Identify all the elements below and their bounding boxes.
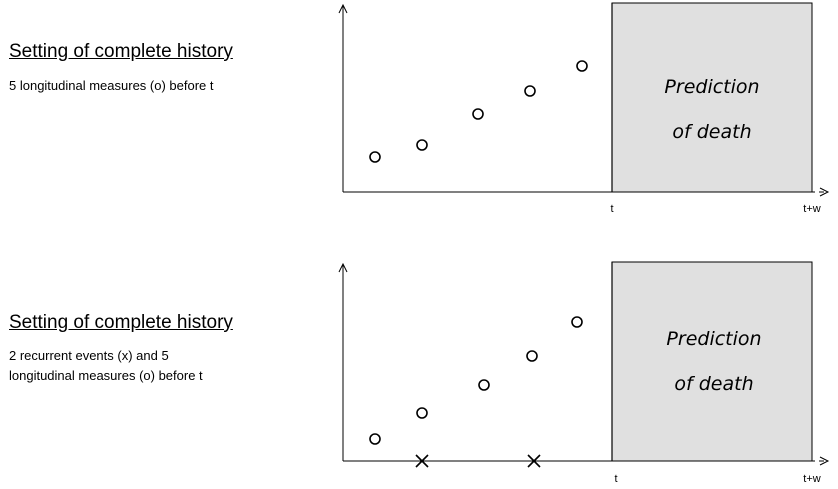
panel-1-y-axis-arrow	[338, 3, 348, 14]
panel-2-prediction-line: of death	[674, 373, 753, 395]
panel-2-description-line: 2 recurrent events (x) and 5	[9, 348, 169, 363]
panel-1-prediction-line: Prediction	[664, 76, 759, 98]
panel-1-longitudinal-measure	[416, 139, 428, 151]
panel-1-longitudinal-measure	[472, 108, 484, 120]
panel-2-t-label: t	[614, 473, 617, 485]
panel-2-recurrent-event	[415, 454, 429, 468]
panel-1-plot: t t+w Prediction of death	[338, 2, 830, 215]
panel-2-description: 2 recurrent events (x) and 5 longitudina…	[9, 346, 203, 386]
panel-2-x-axis-arrow	[819, 456, 830, 466]
panel-2-prediction-window	[611, 261, 813, 462]
panel-2-title: Setting of complete history	[9, 312, 233, 333]
panel-1-title: Setting of complete history	[9, 41, 233, 62]
panel-2-longitudinal-measure	[571, 316, 583, 328]
panel-2-prediction-line: Prediction	[666, 328, 761, 350]
panel-1-description-line: 5 longitudinal measures (o) before t	[9, 78, 214, 93]
panel-2-longitudinal-measure	[478, 379, 490, 391]
panel-2-longitudinal-measure	[369, 433, 381, 445]
panel-2-longitudinal-measure	[526, 350, 538, 362]
panel-1-longitudinal-measure	[576, 60, 588, 72]
panel-1-tw-label: t+w	[803, 203, 820, 215]
panel-1-longitudinal-measure	[524, 85, 536, 97]
panel-1-longitudinal-measure	[369, 151, 381, 163]
panel-2-plot: t t+w Prediction of death	[338, 261, 830, 485]
panel-1-t-label: t	[610, 203, 613, 215]
panel-1-description: 5 longitudinal measures (o) before t	[9, 76, 214, 96]
panel-2-recurrent-event	[527, 454, 541, 468]
panel-1-x-axis-arrow	[819, 187, 830, 197]
panel-2-y-axis-arrow	[338, 262, 348, 273]
panel-2-tw-label: t+w	[803, 473, 820, 485]
panel-2-longitudinal-measure	[416, 407, 428, 419]
panel-1-prediction-line: of death	[672, 121, 751, 143]
panel-2-description-line: longitudinal measures (o) before t	[9, 368, 203, 383]
